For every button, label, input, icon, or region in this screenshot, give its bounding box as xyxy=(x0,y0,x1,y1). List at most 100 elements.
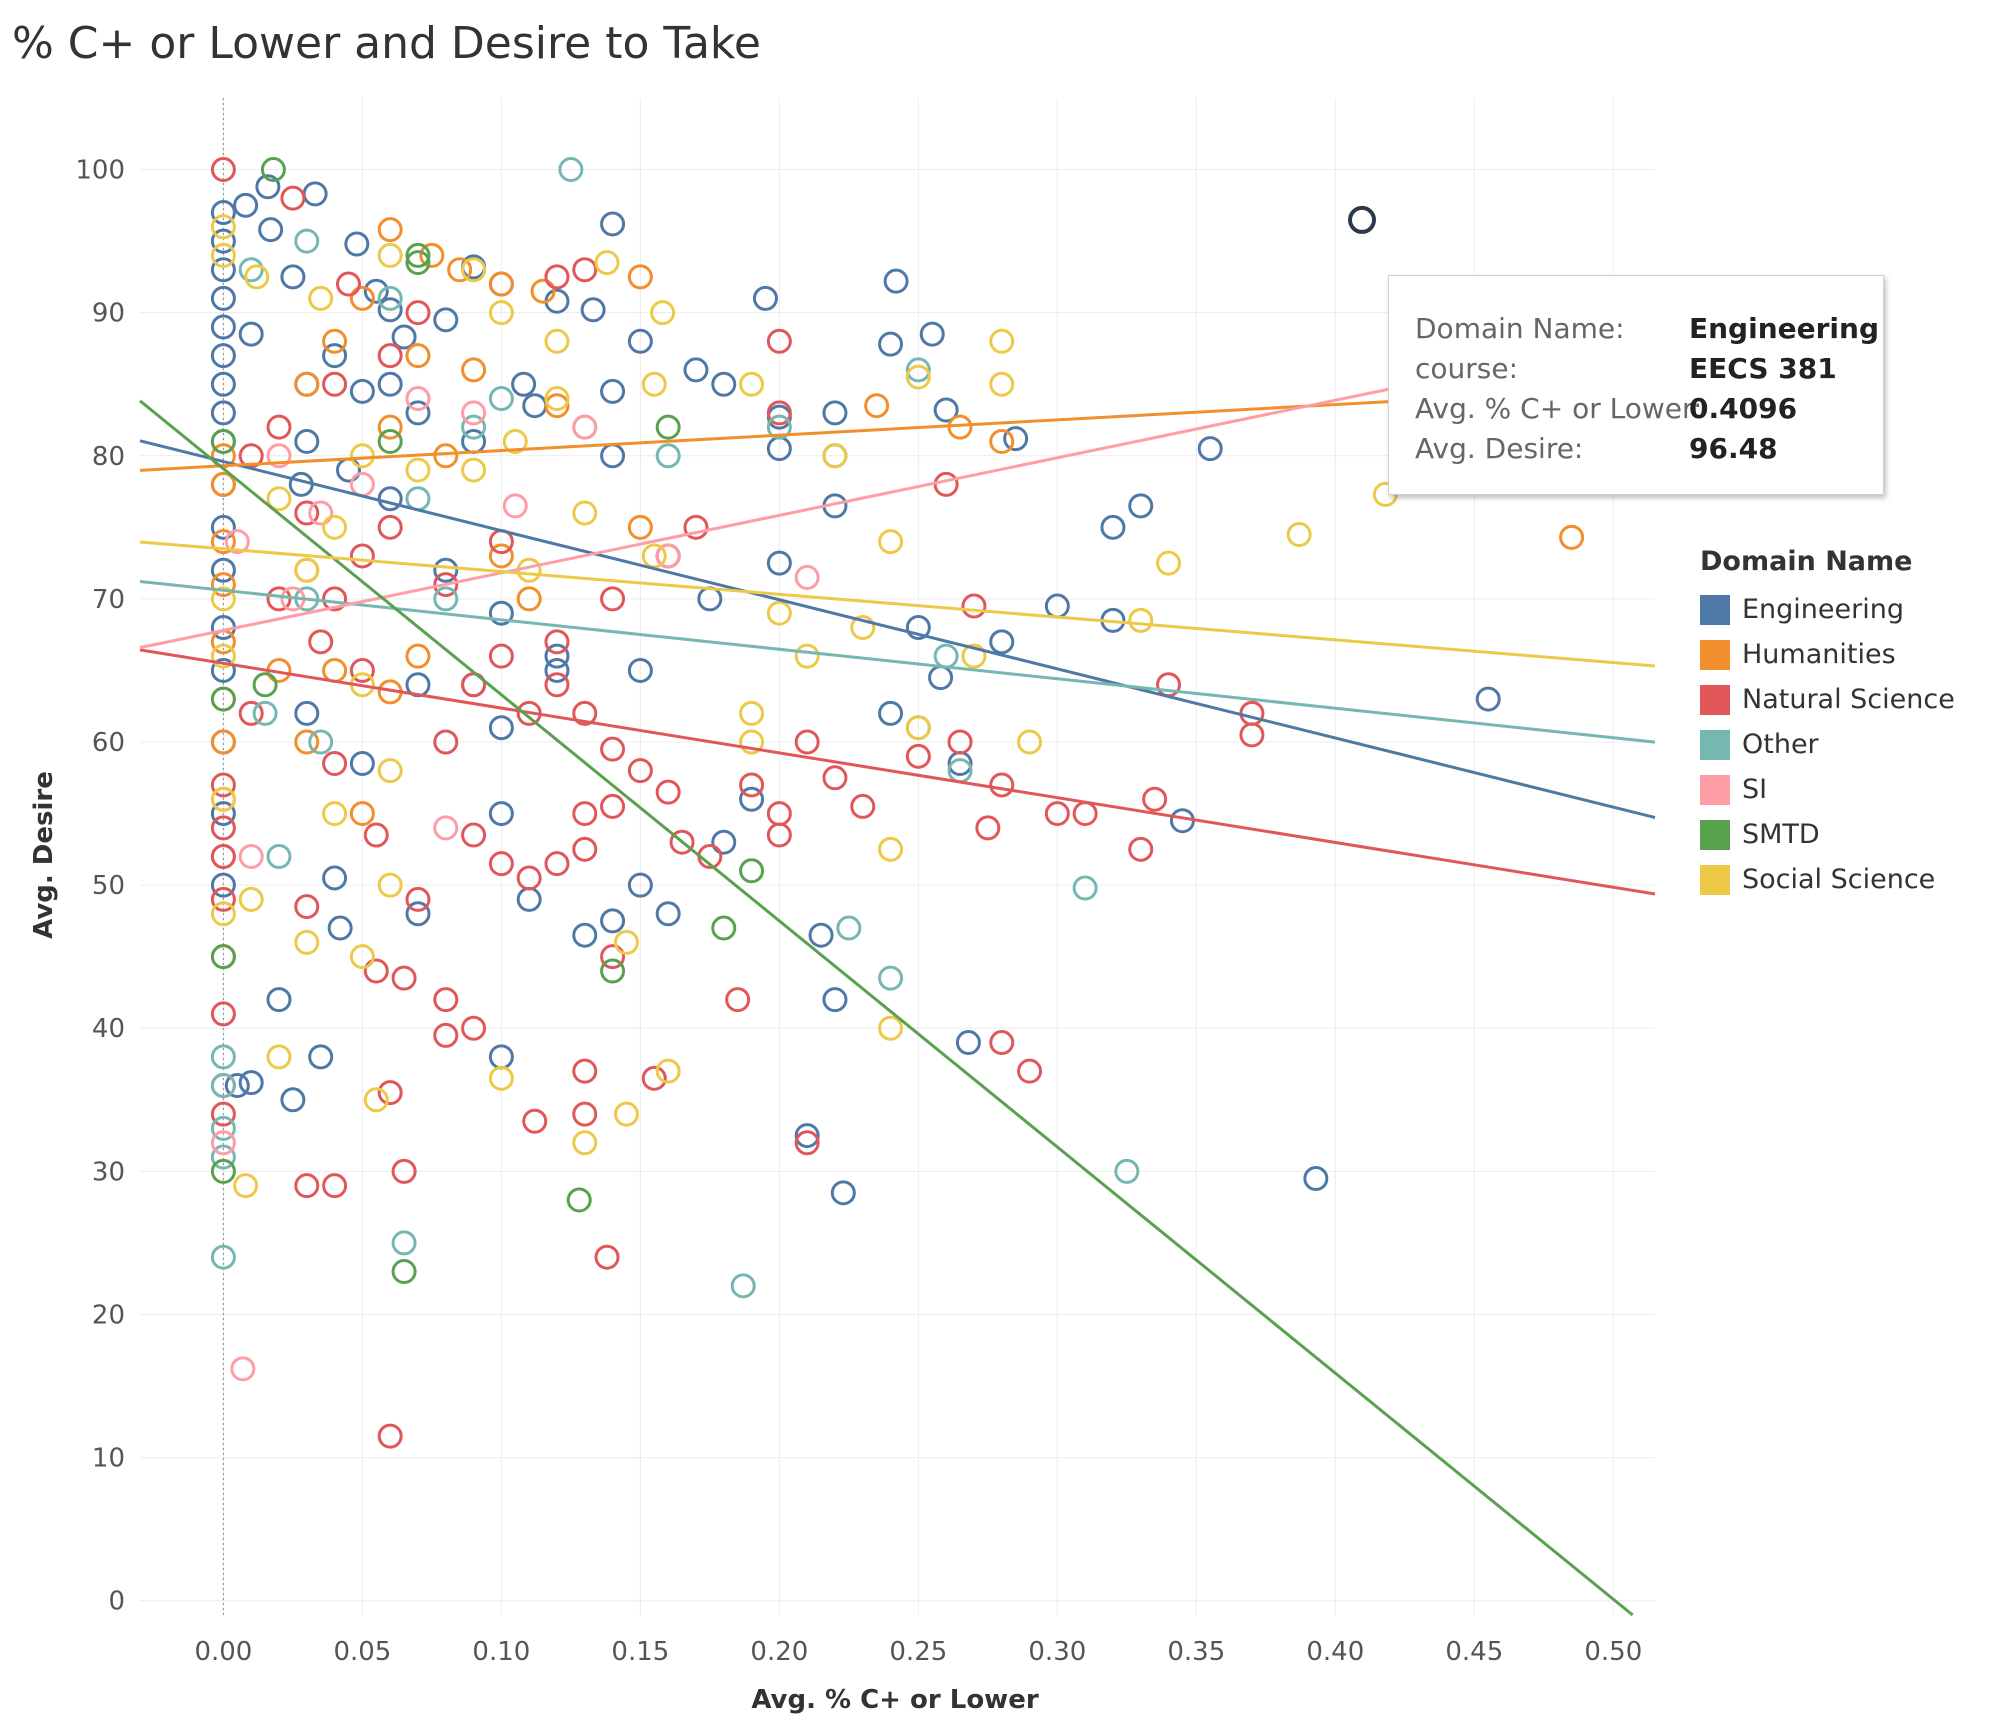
data-point xyxy=(836,915,862,941)
data-point xyxy=(461,257,487,283)
data-point xyxy=(405,486,431,512)
data-point xyxy=(238,700,264,726)
data-point xyxy=(377,371,403,397)
data-point xyxy=(1559,524,1585,550)
tooltip-value: 0.4096 xyxy=(1689,392,1798,425)
data-point xyxy=(522,1108,548,1134)
y-tick-label: 40 xyxy=(92,1014,125,1044)
data-point xyxy=(613,929,639,955)
data-point xyxy=(627,328,653,354)
y-tick-label: 50 xyxy=(92,871,125,901)
data-point xyxy=(878,529,904,555)
data-point xyxy=(1475,686,1501,712)
data-point xyxy=(294,1173,320,1199)
data-point xyxy=(210,1101,236,1127)
data-point xyxy=(377,217,403,243)
data-point xyxy=(933,643,959,669)
data-point xyxy=(210,886,236,912)
data-point xyxy=(349,944,375,970)
legend-item[interactable]: Social Science xyxy=(1700,857,1955,902)
data-point xyxy=(349,285,375,311)
data-point xyxy=(266,987,292,1013)
legend-item[interactable]: SMTD xyxy=(1700,812,1955,857)
legend-swatch xyxy=(1700,819,1730,850)
data-point xyxy=(627,872,653,898)
data-point xyxy=(210,586,236,612)
legend-item[interactable]: SI xyxy=(1700,767,1955,812)
data-point xyxy=(266,1044,292,1070)
data-point xyxy=(238,321,264,347)
data-point xyxy=(989,328,1015,354)
data-point xyxy=(544,328,570,354)
tooltip-value: Engineering xyxy=(1689,312,1879,345)
x-tick-label: 0.25 xyxy=(889,1637,947,1667)
data-point xyxy=(600,793,626,819)
legend-label: Engineering xyxy=(1742,594,1904,625)
data-point xyxy=(210,199,236,225)
data-point xyxy=(266,586,292,612)
data-point xyxy=(1114,1158,1140,1184)
data-point xyxy=(210,228,236,254)
data-point xyxy=(349,378,375,404)
data-point xyxy=(572,500,598,526)
data-point xyxy=(349,543,375,569)
legend-title: Domain Name xyxy=(1700,546,1913,577)
data-point xyxy=(210,557,236,583)
legend-item[interactable]: Natural Science xyxy=(1700,677,1955,722)
tooltip-key: course: xyxy=(1415,352,1519,385)
data-point xyxy=(558,157,584,183)
legend-item[interactable]: Other xyxy=(1700,722,1955,767)
data-point xyxy=(302,181,328,207)
legend-swatch xyxy=(1700,774,1730,805)
data-point xyxy=(238,844,264,869)
data-point xyxy=(683,357,709,383)
y-tick-label: 100 xyxy=(75,156,125,186)
tooltip-value: 96.48 xyxy=(1689,432,1778,465)
data-point xyxy=(766,600,792,626)
data-point xyxy=(502,493,528,519)
data-point xyxy=(600,958,626,984)
data-point xyxy=(294,557,320,583)
data-point xyxy=(405,901,431,927)
data-point xyxy=(641,1065,667,1091)
data-point xyxy=(572,414,598,440)
legend-label: SMTD xyxy=(1742,819,1820,850)
legend-label: SI xyxy=(1742,774,1768,805)
legend-item[interactable]: Engineering xyxy=(1700,587,1955,632)
data-point xyxy=(405,343,431,369)
x-axis-label: Avg. % C+ or Lower xyxy=(751,1685,1039,1715)
data-point xyxy=(322,865,348,891)
data-point xyxy=(433,586,459,612)
data-point xyxy=(238,257,264,283)
data-point xyxy=(377,414,403,440)
data-point xyxy=(210,400,236,426)
data-point xyxy=(822,443,848,469)
data-point xyxy=(544,386,570,412)
data-point xyxy=(1044,801,1070,827)
legend-item[interactable]: Humanities xyxy=(1700,632,1955,677)
data-point xyxy=(572,1130,598,1156)
tooltip-key: Avg. % C+ or Lower: xyxy=(1415,392,1703,425)
data-point xyxy=(433,729,459,755)
data-point xyxy=(1197,436,1223,462)
data-point xyxy=(752,285,778,311)
data-point xyxy=(210,257,236,283)
data-point xyxy=(210,214,236,240)
data-point xyxy=(377,1080,403,1106)
data-point xyxy=(280,185,306,211)
data-point xyxy=(210,1072,236,1098)
y-tick-label: 60 xyxy=(92,728,125,758)
data-point xyxy=(377,758,403,784)
data-point xyxy=(516,865,542,891)
data-point xyxy=(252,700,278,726)
data-point xyxy=(488,300,514,326)
data-point xyxy=(864,393,890,419)
data-point xyxy=(335,271,361,297)
data-point xyxy=(572,1101,598,1127)
data-point xyxy=(210,786,236,812)
data-point xyxy=(544,643,570,669)
data-point xyxy=(210,428,236,454)
data-point xyxy=(766,400,792,426)
data-point xyxy=(655,543,681,569)
y-tick-label: 30 xyxy=(92,1157,125,1187)
